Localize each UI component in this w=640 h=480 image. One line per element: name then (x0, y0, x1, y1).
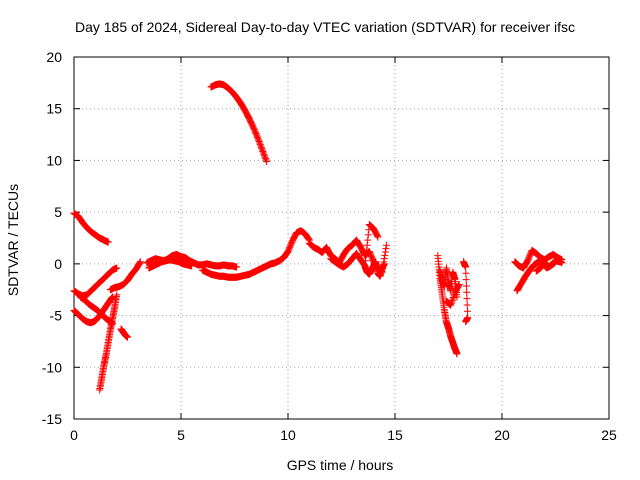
grid (74, 57, 609, 419)
data-point (453, 350, 461, 358)
data-point (256, 140, 264, 148)
data-point (381, 251, 389, 259)
data-point (523, 259, 531, 267)
y-tick-label: 0 (54, 256, 62, 272)
y-tick-label: 15 (46, 101, 62, 117)
data-point (304, 235, 312, 243)
data-point (363, 241, 371, 249)
data-point (382, 241, 390, 249)
data-point (373, 232, 381, 240)
data-point (240, 105, 248, 113)
y-tick-label: -10 (42, 359, 62, 375)
data-point (262, 156, 270, 164)
data-point (447, 300, 455, 308)
data-point (258, 145, 266, 153)
data-point (463, 288, 471, 296)
data-point (305, 235, 313, 243)
data-point (124, 333, 131, 341)
data-point (463, 301, 471, 309)
data-point (364, 236, 372, 244)
data-point (262, 155, 270, 163)
data-point (256, 139, 264, 147)
data-point (382, 245, 390, 253)
x-tick-label: 15 (387, 427, 403, 443)
data-point (260, 152, 268, 160)
y-axis-title: SDTVAR / TECUs (5, 184, 21, 296)
x-tick-label: 20 (494, 427, 510, 443)
data-point (188, 262, 196, 270)
data-points (70, 80, 566, 394)
x-axis-title: GPS time / hours (287, 457, 394, 473)
data-point (104, 238, 112, 246)
data-point (259, 149, 267, 157)
y-tick-label: 10 (46, 152, 62, 168)
axis-ticks: 0 5 10 15 20 25 -15 -10 -5 0 5 10 15 20 (42, 49, 617, 443)
x-tick-label: 10 (280, 427, 296, 443)
y-tick-label: 20 (46, 49, 62, 65)
data-point (364, 231, 372, 239)
data-point (356, 241, 364, 249)
data-point (362, 257, 370, 265)
data-point (261, 153, 269, 161)
y-tick-label: -5 (50, 308, 63, 324)
data-point (462, 282, 470, 290)
data-point (455, 281, 463, 289)
data-point (258, 146, 266, 154)
x-tick-label: 25 (601, 427, 617, 443)
data-point (255, 138, 263, 146)
y-tick-label: -15 (42, 411, 62, 427)
plot-frame (73, 56, 610, 420)
data-point (448, 298, 456, 306)
x-tick-label: 0 (70, 427, 78, 443)
data-point (136, 259, 144, 267)
data-point (463, 295, 471, 303)
data-point (455, 282, 463, 290)
data-point (450, 292, 458, 300)
data-point (447, 301, 455, 309)
data-point (449, 295, 457, 303)
data-point (257, 143, 265, 151)
y-tick-label: 5 (54, 204, 62, 220)
data-point (448, 297, 456, 305)
data-point (257, 142, 265, 150)
data-point (363, 246, 371, 254)
data-point (463, 307, 471, 315)
data-point (462, 318, 470, 326)
data-point (462, 276, 470, 284)
data-point (462, 269, 470, 277)
data-point (259, 148, 267, 156)
data-point (374, 233, 382, 241)
data-point (113, 264, 121, 272)
data-point (449, 293, 457, 301)
data-point (380, 260, 388, 268)
data-point (136, 258, 144, 266)
x-tick-label: 5 (177, 427, 185, 443)
data-point (107, 295, 115, 303)
data-point (135, 260, 143, 268)
data-point (462, 263, 470, 271)
data-point (233, 263, 241, 271)
data-point (113, 291, 121, 299)
data-point (254, 135, 262, 143)
data-point (558, 259, 566, 267)
data-point (263, 157, 271, 165)
chart-title: Day 185 of 2024, Sidereal Day-to-day VTE… (75, 19, 575, 35)
data-point (362, 252, 370, 260)
data-point (381, 248, 389, 256)
data-point (283, 249, 291, 257)
data-point (260, 150, 268, 158)
data-point (255, 136, 263, 144)
